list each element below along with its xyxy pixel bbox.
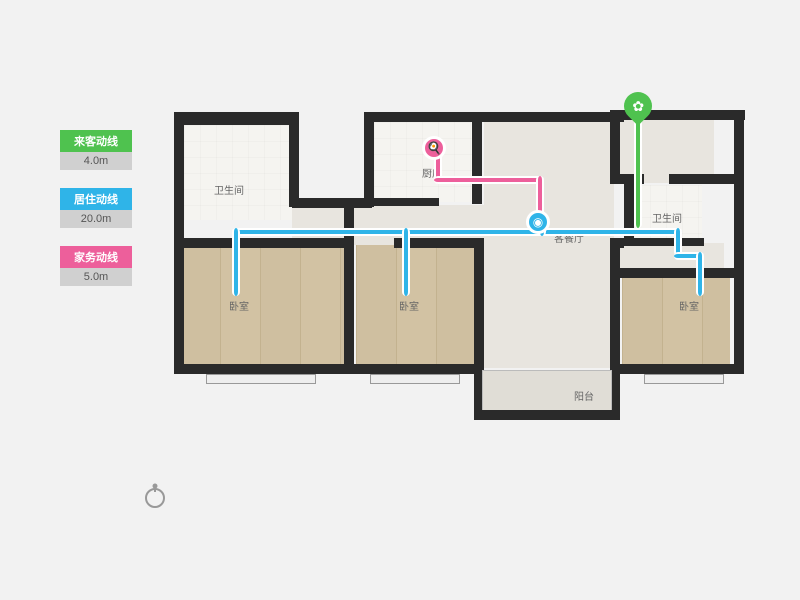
floorplan: 卫生间 厨房 客餐厅 卫生间 卧室 卧室 卧室 阳台 ✿ 🍳 ◉ (174, 110, 746, 430)
legend-value: 20.0m (60, 210, 132, 228)
path-living (402, 228, 410, 296)
legend-value: 5.0m (60, 268, 132, 286)
label-bedroom3: 卧室 (679, 298, 699, 313)
label-bathroom1: 卫生间 (214, 182, 244, 197)
path-living (696, 252, 704, 296)
legend-label: 居住动线 (60, 188, 132, 210)
window (644, 374, 724, 384)
room-living (484, 118, 614, 368)
path-guest (634, 116, 642, 228)
legend-item-chores: 家务动线 5.0m (60, 246, 132, 286)
path-chores (434, 176, 544, 184)
marker-kitchen: 🍳 (422, 136, 446, 160)
compass-icon (140, 480, 170, 510)
label-bedroom2: 卧室 (399, 298, 419, 313)
legend-value: 4.0m (60, 152, 132, 170)
room-kitchen (374, 122, 476, 202)
label-bedroom1: 卧室 (229, 298, 249, 313)
marker-living: ◉ (526, 210, 550, 234)
label-balcony: 阳台 (574, 388, 594, 403)
label-bathroom2: 卫生间 (652, 210, 682, 225)
room-bedroom3 (622, 273, 730, 368)
room-bathroom1 (184, 125, 292, 220)
window (370, 374, 460, 384)
legend-label: 家务动线 (60, 246, 132, 268)
path-living (232, 228, 682, 236)
legend-item-living: 居住动线 20.0m (60, 188, 132, 228)
path-living (232, 228, 240, 296)
legend: 来客动线 4.0m 居住动线 20.0m 家务动线 5.0m (60, 130, 132, 304)
window (206, 374, 316, 384)
legend-label: 来客动线 (60, 130, 132, 152)
room-bedroom1 (180, 245, 345, 368)
legend-item-guest: 来客动线 4.0m (60, 130, 132, 170)
